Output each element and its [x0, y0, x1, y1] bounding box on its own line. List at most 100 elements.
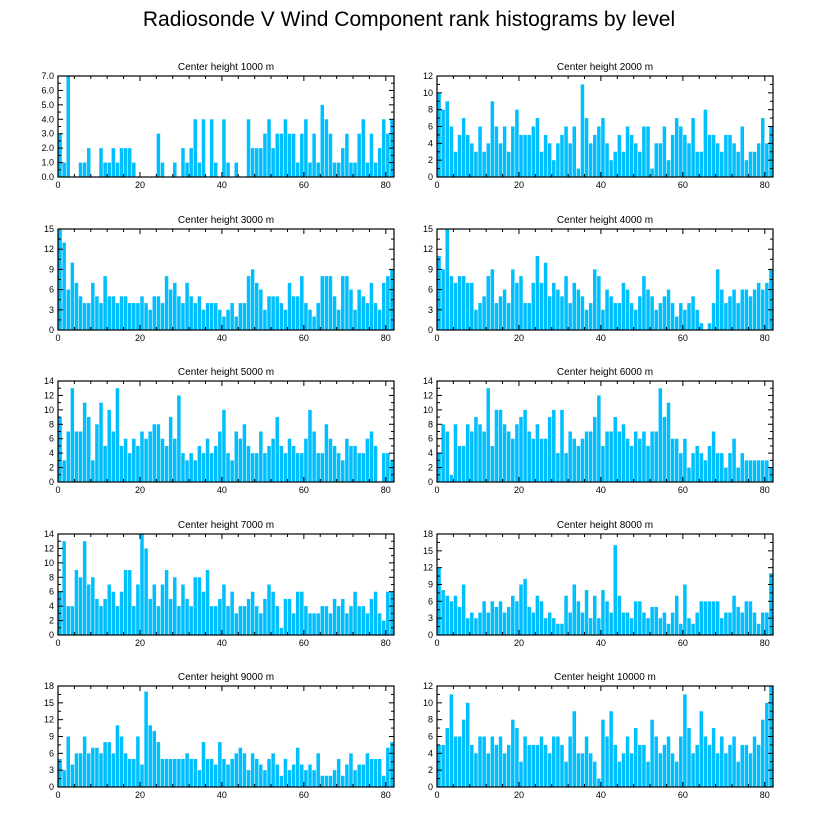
y-tick-label: 18 [44, 681, 54, 691]
histogram-bar [740, 453, 745, 482]
histogram-bar [752, 289, 757, 330]
x-tick-label: 40 [596, 790, 606, 800]
histogram-bar [78, 577, 83, 635]
histogram-bar [115, 606, 120, 635]
histogram-bar [82, 736, 87, 787]
histogram-bar [703, 736, 708, 787]
histogram-bar [349, 753, 353, 787]
histogram-bar [209, 758, 214, 787]
histogram-bar [695, 445, 699, 482]
histogram-bar [728, 134, 732, 177]
x-tick-label: 0 [434, 790, 439, 800]
histogram-bar [267, 758, 271, 787]
histogram-bar [465, 702, 470, 787]
histogram-bar [259, 289, 263, 330]
histogram-bar [271, 296, 275, 330]
histogram-bar [461, 584, 466, 635]
histogram-bar [621, 753, 626, 787]
histogram-bar [633, 728, 638, 787]
y-tick-label: 0 [49, 325, 54, 335]
panel-title: Center height 1000 m [178, 62, 274, 73]
histogram-bar [222, 584, 226, 635]
histogram-bar [748, 601, 753, 635]
histogram-bar [345, 438, 349, 482]
histogram-bar [498, 736, 503, 787]
histogram-bar [279, 445, 284, 482]
y-tick-label: 8 [49, 572, 54, 582]
histogram-bar [720, 453, 724, 482]
histogram-bar [197, 162, 202, 177]
x-tick-label: 60 [678, 638, 688, 648]
histogram-bar [95, 296, 99, 330]
histogram-bar [226, 453, 230, 482]
histogram-bar [349, 606, 353, 635]
histogram-bar [527, 606, 531, 635]
histogram-bar [234, 316, 238, 330]
histogram-bar [91, 747, 95, 787]
histogram-bar [580, 438, 585, 482]
histogram-bar [597, 126, 601, 177]
histogram-bar [246, 770, 251, 787]
histogram-bar [539, 736, 544, 787]
histogram-bar [115, 388, 120, 482]
x-tick-label: 40 [217, 790, 227, 800]
histogram-bar [486, 276, 490, 330]
histogram-bar [494, 744, 499, 787]
histogram-bar [156, 742, 161, 787]
histogram-bar [111, 753, 116, 787]
histogram-bar [650, 606, 654, 635]
histogram-bar [107, 162, 111, 177]
histogram-bar [136, 584, 140, 635]
histogram-bar [687, 467, 691, 482]
histogram-bar [617, 134, 622, 177]
histogram-bar [490, 445, 495, 482]
histogram-bar [494, 126, 499, 177]
histogram-bar [449, 474, 454, 482]
histogram-bar [531, 612, 536, 635]
histogram-bar [498, 409, 503, 482]
histogram-bar [209, 453, 214, 482]
histogram-bar [629, 753, 634, 787]
y-tick-label: 14 [423, 376, 433, 386]
x-tick-label: 40 [217, 638, 227, 648]
y-tick-label: 6 [428, 122, 433, 132]
histogram-bar [214, 303, 218, 330]
histogram-bar [666, 402, 671, 482]
histogram-bar [556, 453, 560, 482]
histogram-bar [123, 570, 128, 635]
histogram-bar [613, 303, 617, 330]
histogram-bar [246, 445, 251, 482]
histogram-bar [695, 744, 699, 787]
histogram-bar [291, 764, 296, 787]
histogram-bar [377, 148, 382, 177]
histogram-bar [173, 577, 177, 635]
y-tick-label: 10 [423, 698, 433, 708]
histogram-bar [707, 323, 712, 330]
histogram-bar [654, 309, 658, 330]
histogram-bar [320, 104, 325, 177]
histogram-bar [86, 584, 91, 635]
histogram-bar [369, 282, 374, 330]
histogram-bar [82, 303, 87, 330]
histogram-bar [382, 620, 386, 635]
histogram-bar [70, 262, 75, 330]
histogram-bar [732, 143, 736, 177]
histogram-bar [168, 417, 173, 482]
histogram-bar [361, 764, 366, 787]
histogram-bar [588, 753, 593, 787]
histogram-bar [377, 309, 382, 330]
histogram-bar [568, 612, 572, 635]
histogram-bar [445, 728, 449, 787]
histogram-bar [353, 162, 357, 177]
histogram-bar [531, 744, 536, 787]
histogram-bar [271, 438, 275, 482]
histogram-bar [267, 119, 271, 177]
histogram-bar [246, 276, 251, 330]
y-tick-label: 10 [423, 88, 433, 98]
histogram-bar [185, 598, 189, 635]
histogram-bar [287, 282, 292, 330]
y-tick-label: 12 [44, 244, 54, 254]
histogram-bar [765, 143, 769, 177]
histogram-bar [177, 296, 181, 330]
histogram-bar [486, 753, 490, 787]
